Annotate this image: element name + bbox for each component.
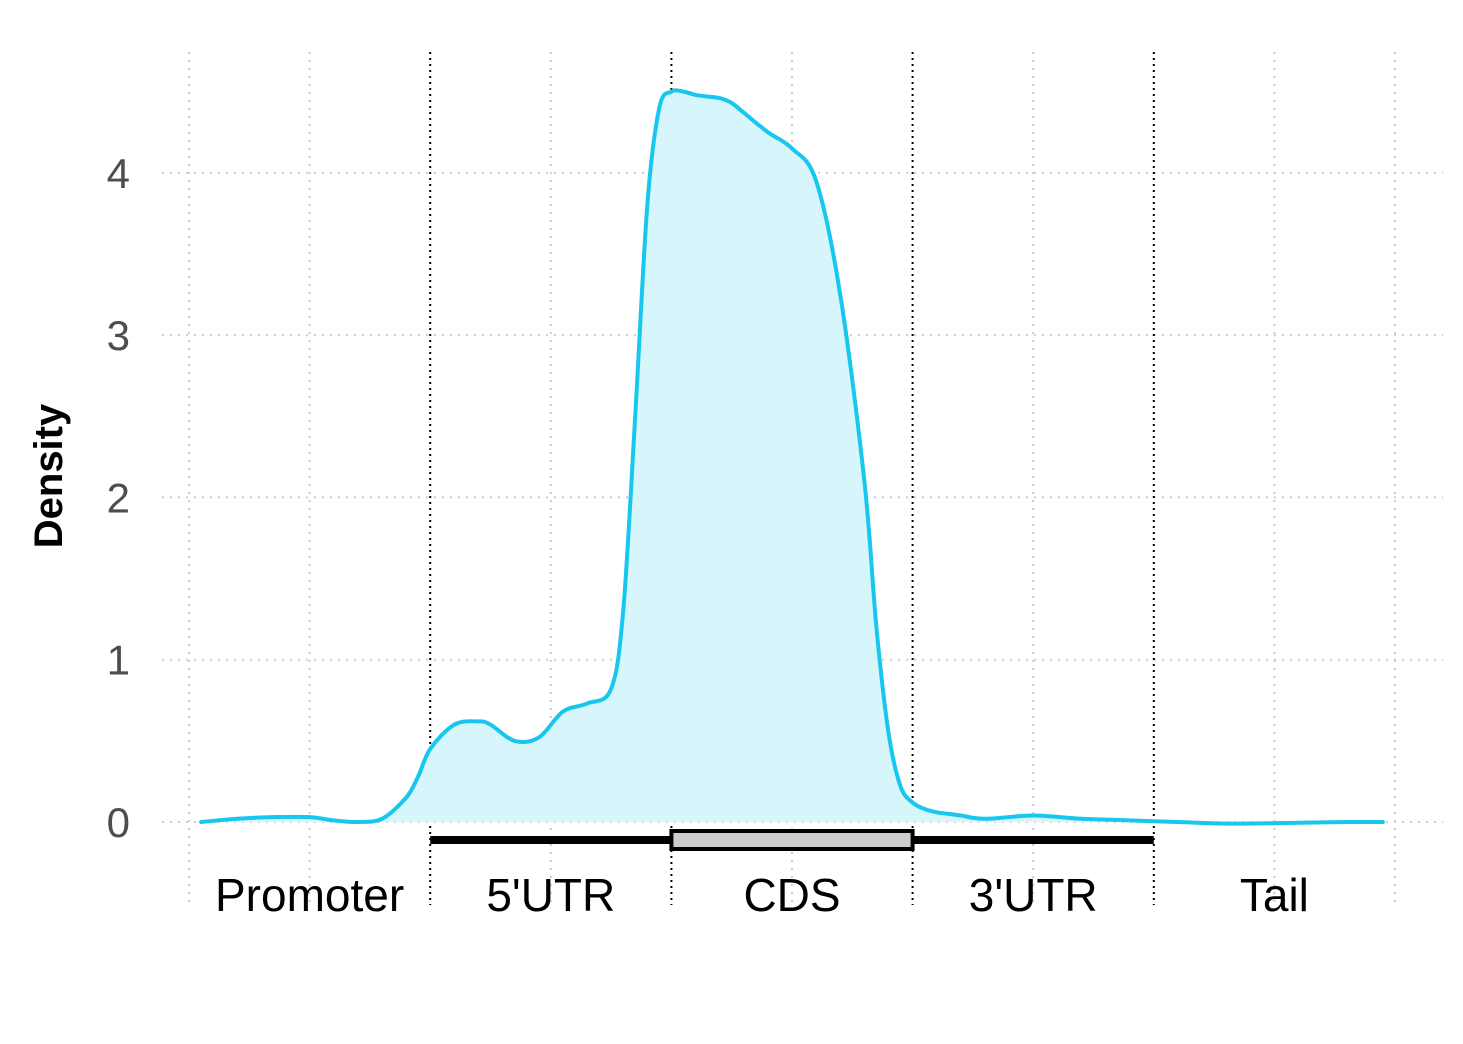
region-labels: Promoter 5'UTR CDS 3'UTR Tail	[215, 869, 1309, 921]
y-tick-label-4: 4	[107, 150, 130, 197]
region-label-2: CDS	[743, 869, 840, 921]
region-label-1: 5'UTR	[486, 869, 615, 921]
region-label-3: 3'UTR	[969, 869, 1098, 921]
y-tick-label-0: 0	[107, 799, 130, 846]
gene-cds-box	[669, 829, 915, 851]
y-axis-title: Density	[27, 403, 71, 548]
density-area	[199, 88, 1385, 826]
region-label-4: Tail	[1240, 869, 1309, 921]
y-tick-labels: 0 1 2 3 4	[107, 150, 130, 846]
gene-model	[430, 829, 1154, 851]
y-tick-label-2: 2	[107, 474, 130, 521]
y-tick-label-1: 1	[107, 637, 130, 684]
density-fill	[201, 90, 1383, 824]
density-line	[199, 88, 1385, 826]
y-tick-label-3: 3	[107, 312, 130, 359]
region-label-0: Promoter	[215, 869, 404, 921]
